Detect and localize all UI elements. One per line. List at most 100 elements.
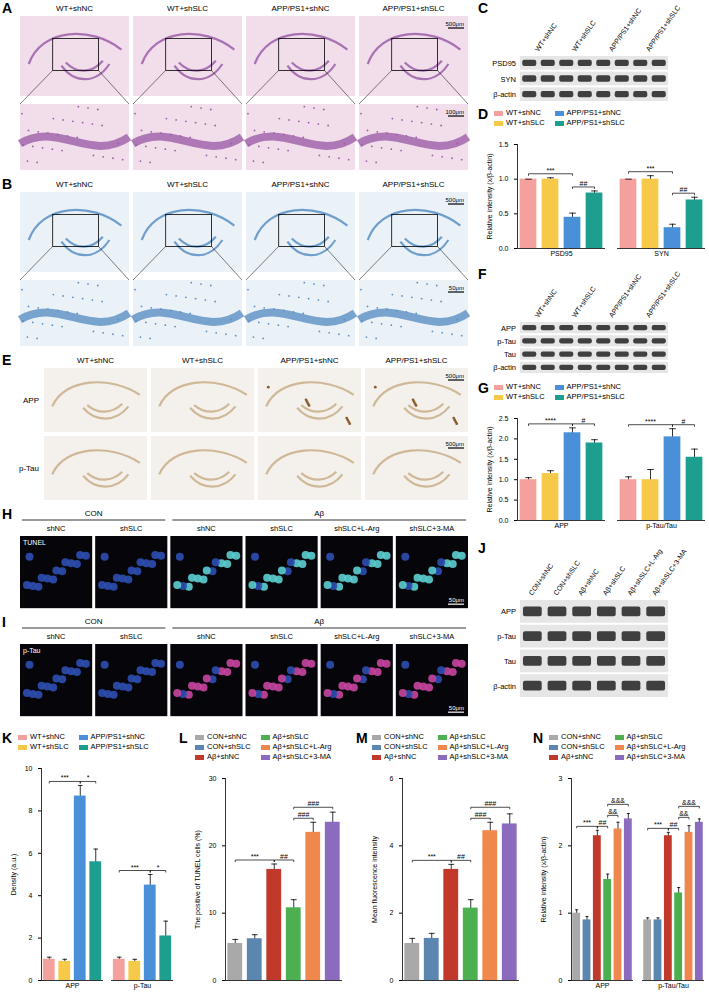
svg-text:1.0: 1.0 [499,175,509,182]
svg-text:1: 1 [559,909,563,916]
svg-text:Relative intensity (x/β-actin): Relative intensity (x/β-actin) [486,426,494,512]
svg-text:APP/PS1+shSLC: APP/PS1+shSLC [382,180,444,189]
svg-text:500μm: 500μm [446,373,464,379]
svg-text:0: 0 [390,977,394,984]
svg-text:30: 30 [209,775,217,782]
svg-text:Aβ+shNC: Aβ+shNC [577,568,601,597]
svg-text:APP: APP [23,396,39,405]
svg-text:***: *** [131,864,139,871]
svg-text:p-Tau: p-Tau [497,632,516,641]
svg-text:APP/PS1+shSLC: APP/PS1+shSLC [645,270,682,318]
svg-text:shSLC+L-Arg: shSLC+L-Arg [334,632,379,641]
svg-text:PSD95: PSD95 [550,250,572,257]
svg-text:*: * [157,864,160,871]
svg-text:shSLC+3-MA: shSLC+3-MA [410,524,455,533]
svg-text:2: 2 [559,842,563,849]
svg-text:WT+shNC: WT+shNC [56,180,93,189]
svg-text:0.0: 0.0 [499,245,509,252]
svg-text:2: 2 [390,909,394,916]
svg-text:shSLC: shSLC [120,524,143,533]
svg-text:0: 0 [29,977,33,984]
svg-text:WT+shNC: WT+shNC [56,4,93,13]
svg-text:shSLC+3-MA: shSLC+3-MA [410,632,455,641]
svg-text:2.0: 2.0 [499,435,509,442]
svg-text:500μm: 500μm [446,197,464,203]
svg-text:β-actin: β-actin [493,363,516,372]
svg-text:20: 20 [209,842,217,849]
svg-text:***: *** [546,167,554,174]
svg-text:#: # [682,418,686,425]
svg-text:Aβ: Aβ [314,509,324,518]
svg-text:shNC: shNC [197,632,216,641]
svg-text:##: ## [680,186,688,193]
svg-text:APP/PS1+shNC: APP/PS1+shNC [280,356,338,365]
svg-text:APP/PS1+shNC: APP/PS1+shNC [271,180,329,189]
svg-text:APP/PS1+shNC: APP/PS1+shNC [271,4,329,13]
svg-text:The positive of TUNEL cells (%: The positive of TUNEL cells (%) [194,830,202,929]
svg-text:***: *** [583,819,591,826]
svg-text:Tau: Tau [504,350,516,359]
svg-text:p-Tau: p-Tau [23,647,41,655]
svg-text:6: 6 [390,775,394,782]
svg-text:WT+shNC: WT+shNC [534,22,558,53]
svg-text:WT+shSLC: WT+shSLC [571,19,597,52]
svg-text:WT+shSLC: WT+shSLC [571,285,597,318]
svg-text:APP/PS1+shSLC: APP/PS1+shSLC [385,356,447,365]
svg-text:APP/PS1+shNC: APP/PS1+shNC [608,7,643,53]
svg-text:1.5: 1.5 [499,141,509,148]
svg-text:50μm: 50μm [449,285,464,291]
svg-text:shNC: shNC [47,524,66,533]
svg-text:Tau: Tau [504,657,516,666]
svg-text:10: 10 [25,765,33,772]
svg-text:###: ### [298,811,310,818]
svg-text:##: ## [457,853,465,860]
svg-text:0: 0 [559,977,563,984]
svg-text:1.0: 1.0 [499,476,509,483]
svg-text:APP: APP [501,324,516,333]
svg-text:##: ## [599,819,607,826]
svg-text:##: ## [580,180,588,187]
svg-text:****: **** [545,417,556,424]
svg-text:SYN: SYN [654,250,668,257]
svg-text:SYN: SYN [501,75,516,84]
svg-text:4: 4 [29,892,33,899]
svg-text:###: ### [475,811,487,818]
svg-text:*: * [87,774,90,781]
svg-text:***: *** [654,821,662,828]
svg-text:p-Tau: p-Tau [134,982,152,990]
svg-text:4: 4 [390,842,394,849]
svg-text:50μm: 50μm [449,705,464,711]
svg-text:β-actin: β-actin [493,90,516,99]
svg-text:***: *** [428,853,436,860]
svg-text:Aβ+shSLC+3-MA: Aβ+shSLC+3-MA [651,548,689,598]
svg-text:WT+shSLC: WT+shSLC [167,4,208,13]
svg-text:500μm: 500μm [446,441,464,447]
svg-text:&&&: &&& [682,799,696,806]
svg-text:***: *** [646,165,654,172]
svg-text:8: 8 [29,807,33,814]
svg-text:shSLC: shSLC [120,632,143,641]
svg-text:p-Tau: p-Tau [497,337,516,346]
svg-text:shSLC+L-Arg: shSLC+L-Arg [334,524,379,533]
svg-text:APP/PS1+shNC: APP/PS1+shNC [608,273,643,319]
svg-text:APP/PS1+shSLC: APP/PS1+shSLC [382,4,444,13]
svg-text:6: 6 [29,850,33,857]
svg-text:***: *** [251,853,259,860]
svg-text:shNC: shNC [197,524,216,533]
svg-text:&&: && [679,810,689,817]
svg-text:Relative intensity (x/β-actin): Relative intensity (x/β-actin) [540,836,548,922]
svg-text:shSLC: shSLC [270,524,293,533]
svg-text:APP: APP [554,522,568,529]
svg-text:WT+shSLC: WT+shSLC [167,180,208,189]
svg-text:WT+shNC: WT+shNC [77,356,114,365]
svg-text:&&: && [608,808,618,815]
svg-text:&&&: &&& [611,797,625,804]
svg-text:#: # [582,417,586,424]
svg-text:10: 10 [209,909,217,916]
svg-text:CON: CON [85,617,103,626]
svg-text:1.5: 1.5 [499,456,509,463]
svg-text:Aβ: Aβ [314,617,324,626]
svg-text:CON: CON [85,509,103,518]
svg-text:p-Tau/Tau: p-Tau/Tau [658,982,689,990]
svg-text:###: ### [307,800,319,807]
